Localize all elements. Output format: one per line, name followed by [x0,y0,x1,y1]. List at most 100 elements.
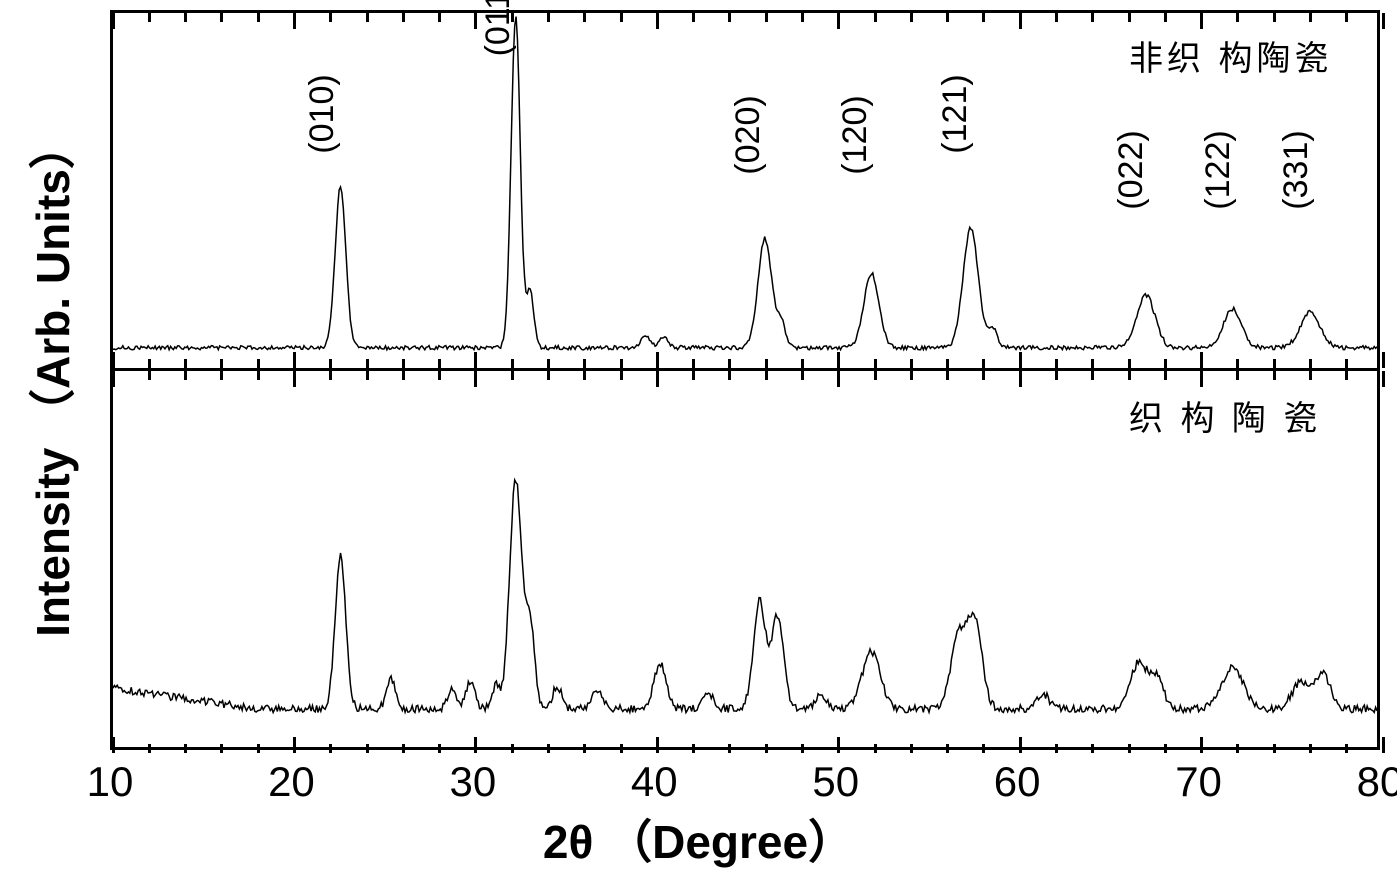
x-tick [583,359,586,368]
x-tick [1200,371,1203,387]
x-tick [692,359,695,368]
x-tick [1055,359,1058,368]
x-tick [1345,371,1348,380]
x-tick [1164,13,1167,22]
x-tick [438,371,441,380]
x-tick [620,13,623,22]
y-axis-label: Intensity （Arb. Units） [17,123,83,637]
x-tick [1309,371,1312,380]
x-tick [837,352,840,368]
x-tick [220,744,223,753]
x-tick-label: 80 [1357,758,1397,806]
x-tick [874,744,877,753]
x-tick [765,359,768,368]
x-tick [656,352,659,368]
x-tick-label: 30 [449,758,496,806]
x-tick [1273,371,1276,380]
x-tick [184,371,187,380]
x-tick [620,371,623,380]
x-tick [329,359,332,368]
x-tick [184,744,187,753]
peak-label: (120) [836,95,875,174]
x-tick [366,359,369,368]
x-tick [801,744,804,753]
x-tick [1019,352,1022,368]
x-tick [910,744,913,753]
x-tick [511,371,514,380]
x-tick [293,352,296,368]
x-tick [148,371,151,380]
x-tick [1236,744,1239,753]
x-tick [474,352,477,368]
x-tick [874,13,877,22]
x-tick-label: 10 [87,758,134,806]
x-tick [511,359,514,368]
x-tick [547,371,550,380]
x-tick [184,13,187,22]
x-tick [1055,371,1058,380]
x-tick [293,13,296,29]
x-tick [1164,359,1167,368]
x-tick [1019,371,1022,387]
x-tick [1019,737,1022,753]
peak-label: (331) [1277,131,1316,210]
x-tick [1091,371,1094,380]
x-tick [112,13,115,29]
x-tick [1128,13,1131,22]
x-tick [728,744,731,753]
peak-label: (022) [1112,131,1151,210]
x-tick [257,13,260,22]
x-tick [837,13,840,29]
x-tick [366,13,369,22]
x-tick [837,371,840,387]
x-tick [1382,352,1385,368]
x-tick [1345,13,1348,22]
x-tick [982,371,985,380]
x-tick [1382,13,1385,29]
x-tick [656,737,659,753]
x-tick [1164,744,1167,753]
x-tick [1128,359,1131,368]
x-tick [1164,371,1167,380]
x-tick [583,13,586,22]
x-tick [511,13,514,22]
x-tick [293,371,296,387]
x-tick [656,13,659,29]
x-tick [765,744,768,753]
x-tick [620,359,623,368]
x-tick [1091,359,1094,368]
x-tick [692,371,695,380]
x-tick [728,13,731,22]
x-tick [220,13,223,22]
x-tick [402,359,405,368]
x-tick [112,352,115,368]
x-tick [257,744,260,753]
x-tick [257,371,260,380]
x-tick [837,737,840,753]
x-tick [293,737,296,753]
x-tick [692,744,695,753]
x-tick [583,371,586,380]
x-tick [1309,744,1312,753]
x-tick [982,359,985,368]
peak-label: (020) [729,95,768,174]
xrd-figure: 非织 构陶瓷 织 构 陶 瓷 (010)(011)(020)(120)(121)… [0,0,1397,884]
x-tick [1345,744,1348,753]
x-tick [801,359,804,368]
x-tick [656,371,659,387]
x-tick [801,13,804,22]
x-tick [874,359,877,368]
x-tick [765,371,768,380]
x-tick [692,13,695,22]
panel-label-top: 非织 构陶瓷 [1129,31,1332,80]
x-tick [366,371,369,380]
x-tick [1236,371,1239,380]
x-tick [946,744,949,753]
x-tick-label: 60 [994,758,1041,806]
x-tick [148,744,151,753]
x-tick [438,359,441,368]
x-tick [148,359,151,368]
x-tick [1055,744,1058,753]
peak-label: (122) [1199,131,1238,210]
x-tick [547,744,550,753]
